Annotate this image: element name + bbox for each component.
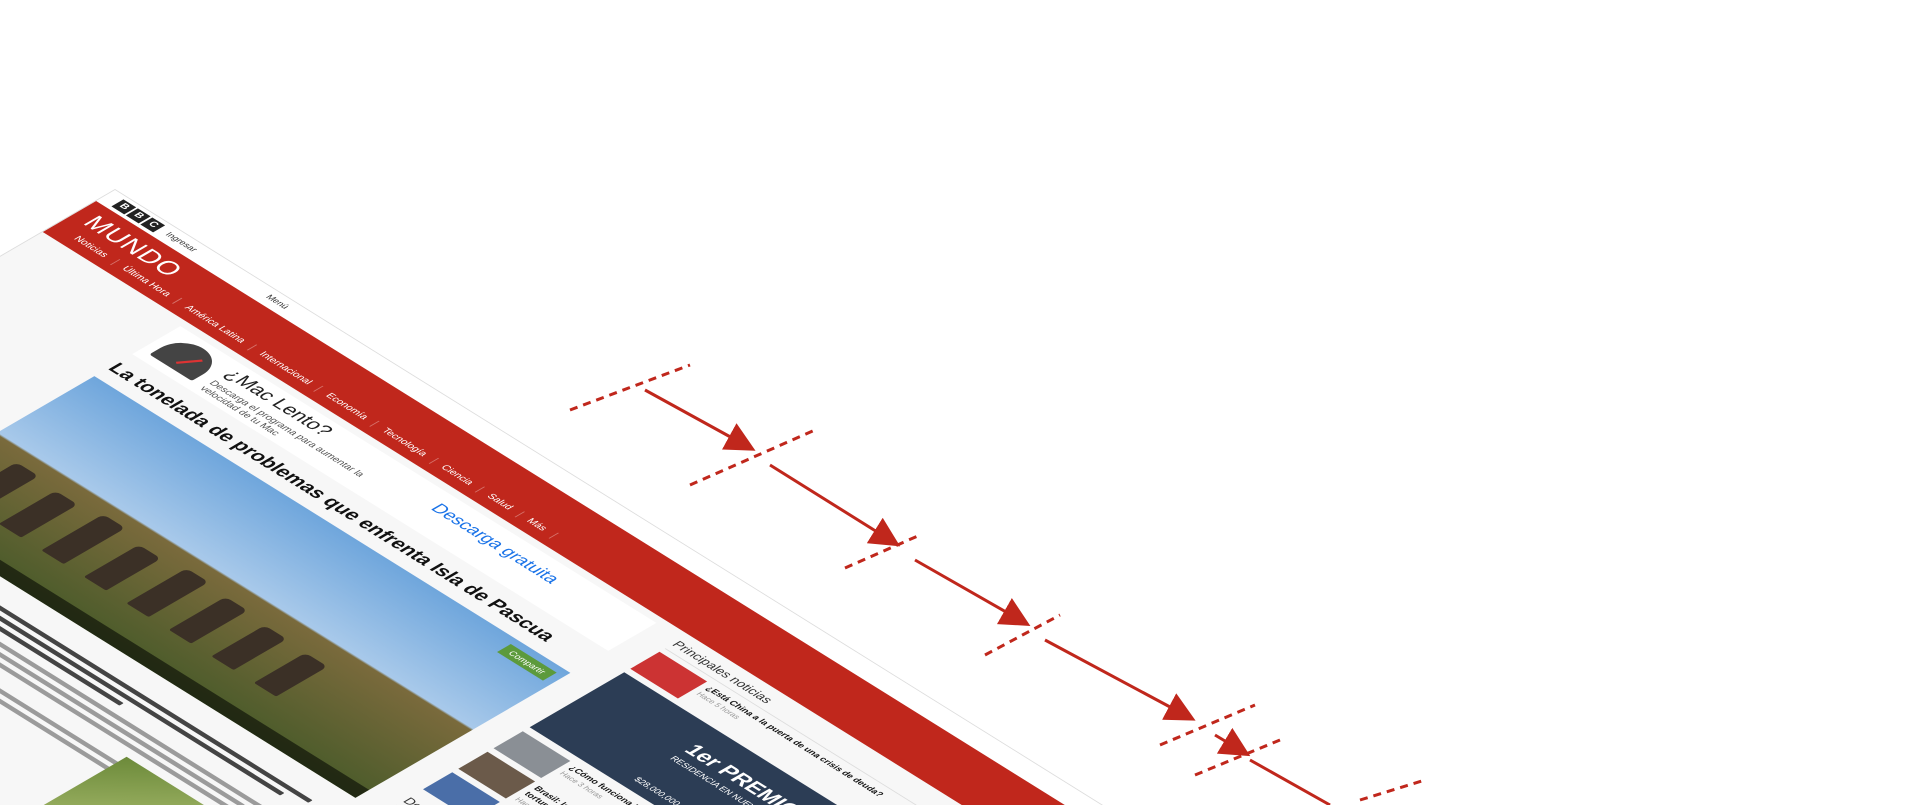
moai-statue	[126, 568, 209, 618]
moai-statue	[83, 544, 162, 591]
flow-arrow	[1249, 758, 1331, 805]
flow-arrow	[769, 463, 901, 547]
dashed-divider	[1159, 703, 1256, 747]
flow-arrow	[1214, 727, 1251, 757]
flow-arrow	[644, 388, 756, 451]
nav-item[interactable]: Salud	[475, 487, 525, 518]
moai-statue	[0, 490, 78, 538]
flow-arrow	[914, 558, 1031, 626]
dashed-divider	[984, 613, 1061, 657]
moai-statue	[41, 514, 126, 565]
flow-arrow	[1044, 638, 1196, 721]
ad-amount: $28,000,000	[631, 775, 683, 805]
moai-statue	[168, 596, 248, 644]
dashed-divider	[689, 428, 816, 487]
nav-item[interactable]: Más	[515, 511, 559, 539]
moai-statue	[211, 625, 287, 671]
share-button[interactable]: Compartir	[497, 644, 557, 681]
dashed-divider	[569, 363, 691, 412]
dashed-divider	[844, 533, 921, 570]
webpage-screenshot: B B C Ingresar Menú Buscar MUNDO Noticia…	[0, 190, 1305, 805]
speedometer-icon	[149, 335, 225, 381]
dashed-divider	[1194, 738, 1281, 777]
dashed-divider	[1359, 778, 1426, 802]
moai-statue	[253, 652, 328, 697]
